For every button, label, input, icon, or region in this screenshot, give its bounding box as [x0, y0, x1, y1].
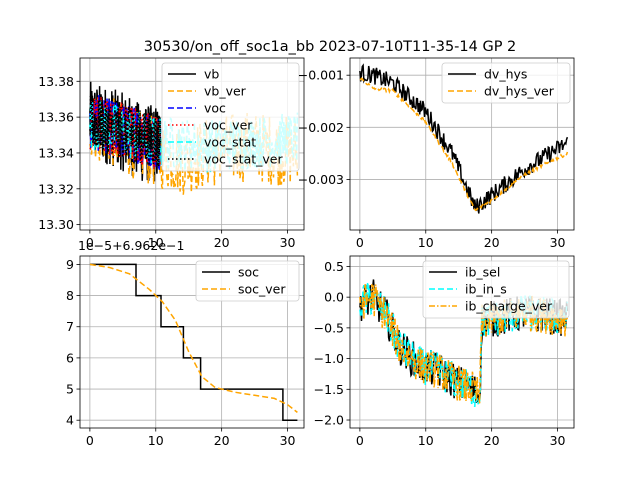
legend-label: ib_sel — [465, 265, 500, 280]
legend-box — [161, 62, 300, 172]
x-tick-label: 10 — [148, 235, 164, 250]
y-tick-label: 13.36 — [38, 110, 74, 125]
y-tick-label: 13.38 — [38, 74, 74, 89]
x-tick-label: 30 — [550, 433, 566, 448]
axes-frame — [349, 255, 575, 429]
legend: soc soc_ver — [195, 260, 300, 302]
y-tick-label: −0.002 — [298, 120, 344, 135]
legend: dv_hys dv_hys_ver — [441, 62, 571, 104]
y-tick-label: 13.32 — [38, 181, 74, 196]
legend-label: soc — [238, 265, 259, 280]
x-tick-label: 20 — [214, 433, 230, 448]
y-tick-label: 4 — [66, 413, 74, 428]
legend-label: vb — [204, 67, 219, 82]
x-tick-label: 30 — [280, 433, 296, 448]
y-tick-label: 5 — [66, 382, 74, 397]
legend-label: voc_stat_ver — [204, 152, 283, 167]
y-tick-label: 13.34 — [38, 145, 74, 160]
legend-label: voc_ver — [204, 118, 253, 133]
y-tick-label: −0.5 — [314, 320, 344, 335]
legend-box — [422, 260, 570, 319]
axes-frame — [79, 57, 305, 231]
y-tick-label: 0.5 — [324, 259, 344, 274]
y-tick-label: 7 — [66, 319, 74, 334]
x-tick-label: 0 — [86, 433, 94, 448]
figure-title: 30530/on_off_soc1a_bb 2023-07-10T11-35-1… — [144, 39, 517, 55]
x-tick-label: 10 — [418, 433, 434, 448]
x-tick-label: 0 — [356, 433, 364, 448]
y-tick-label: 13.30 — [38, 217, 74, 232]
chart-panel-bottom-right: 0 10 20 30 −2.0 −1.5 −1.0 −0.5 0.0 0.5 ib_sel ib_in… — [314, 255, 575, 448]
x-tick-label: 30 — [550, 235, 566, 250]
series-line-dv-hys-ver — [359, 77, 569, 212]
legend-label: dv_hys — [484, 67, 527, 82]
legend-box — [195, 260, 300, 302]
y-tick-label: −1.5 — [314, 382, 344, 397]
axis-offset-label: 1e−5+6.962e−1 — [78, 238, 184, 253]
x-tick-label: 30 — [280, 235, 296, 250]
series-line-soc — [89, 263, 298, 421]
y-tick-label: −0.001 — [298, 68, 344, 83]
axes-frame — [79, 255, 305, 429]
legend-label: voc_stat — [204, 135, 256, 150]
series-line-voc-stat-ver — [89, 95, 162, 167]
x-tick-label: 20 — [484, 433, 500, 448]
y-tick-label: −0.003 — [298, 172, 344, 187]
y-tick-label: −1.0 — [314, 351, 344, 366]
x-tick-label: 0 — [356, 235, 364, 250]
series-line-soc-ver — [89, 263, 298, 413]
x-tick-label: 20 — [214, 235, 230, 250]
y-tick-label: 6 — [66, 350, 74, 365]
axes-frame — [349, 57, 575, 231]
chart-panel-top-left: 0 10 20 30 13.30 13.32 13.34 13.36 13.38 vb vb_ver… — [38, 57, 305, 250]
legend: ib_sel ib_in_s ib_charge_ver — [422, 260, 570, 319]
legend-label: soc_ver — [238, 282, 286, 297]
legend-label: ib_in_s — [465, 282, 507, 297]
legend-label: vb_ver — [204, 84, 247, 99]
x-tick-label: 10 — [148, 433, 164, 448]
x-tick-label: 20 — [484, 235, 500, 250]
legend-label: dv_hys_ver — [484, 84, 555, 99]
x-tick-label: 0 — [86, 235, 94, 250]
legend-label: ib_charge_ver — [465, 299, 553, 314]
y-tick-label: −2.0 — [314, 413, 344, 428]
chart-panel-top-right: 0 10 20 30 −0.003 −0.002 −0.001 dv_hys dv_hys_ve… — [298, 57, 575, 250]
chart-panel-bottom-left: 0 10 20 30 4 5 6 7 8 9 1e−5+6.962e−1 soc soc_ver — [66, 238, 305, 448]
x-tick-label: 10 — [418, 235, 434, 250]
legend-label: voc — [204, 101, 226, 116]
y-tick-label: 0.0 — [324, 290, 344, 305]
y-tick-label: 9 — [66, 257, 74, 272]
legend-box — [441, 62, 571, 104]
y-tick-label: 8 — [66, 288, 74, 303]
